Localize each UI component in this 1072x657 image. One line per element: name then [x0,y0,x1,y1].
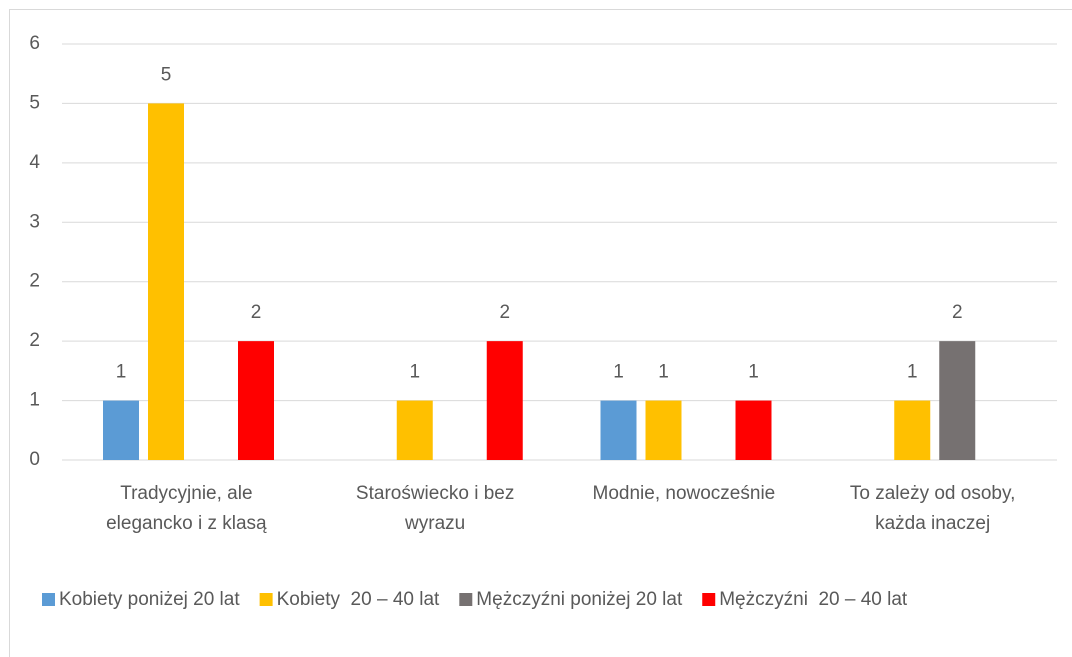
x-tick-label: Tradycyjnie, ale elegancko i z klasą [106,483,267,534]
bar [103,400,139,460]
data-label: 1 [748,362,759,383]
y-tick-label: 4 [29,152,40,173]
data-label: 1 [907,362,918,383]
data-label: 2 [251,302,262,323]
legend-swatch [459,593,473,606]
y-tick-label: 2 [29,271,40,292]
chart-frame [9,9,1072,657]
x-tick-label: To zależy od osoby, każda inaczej [850,483,1015,534]
data-label: 1 [658,362,669,383]
bar [645,400,682,460]
bar [735,400,772,460]
y-tick-label: 5 [29,92,40,113]
bar [486,341,523,460]
bar [939,341,976,460]
data-label: 2 [952,302,963,323]
y-tick-label: 2 [29,330,40,351]
data-label: 1 [116,362,127,383]
data-label: 5 [161,64,172,85]
y-tick-label: 6 [29,33,40,54]
x-tick-label: Modnie, nowocześnie [593,483,776,504]
data-label: 1 [613,362,624,383]
bar [600,400,637,460]
legend-swatch [259,593,273,606]
legend-label: Mężczyźni poniżej 20 lat [476,589,683,610]
y-tick-label: 3 [29,211,40,232]
legend-label: Kobiety 20 – 40 lat [277,589,440,610]
legend-label: Mężczyźni 20 – 40 lat [719,589,908,610]
bar [894,400,931,460]
legend-label: Kobiety poniżej 20 lat [59,589,240,610]
data-label: 2 [499,302,510,323]
legend-swatch [42,593,55,606]
data-label: 1 [409,362,420,383]
bar [396,400,433,460]
y-tick-label: 0 [29,449,40,470]
bar [238,341,274,460]
y-tick-label: 1 [29,390,40,411]
bar [148,103,184,460]
x-tick-label: Staroświecko i bez wyrazu [356,483,514,534]
legend-swatch [702,593,716,606]
